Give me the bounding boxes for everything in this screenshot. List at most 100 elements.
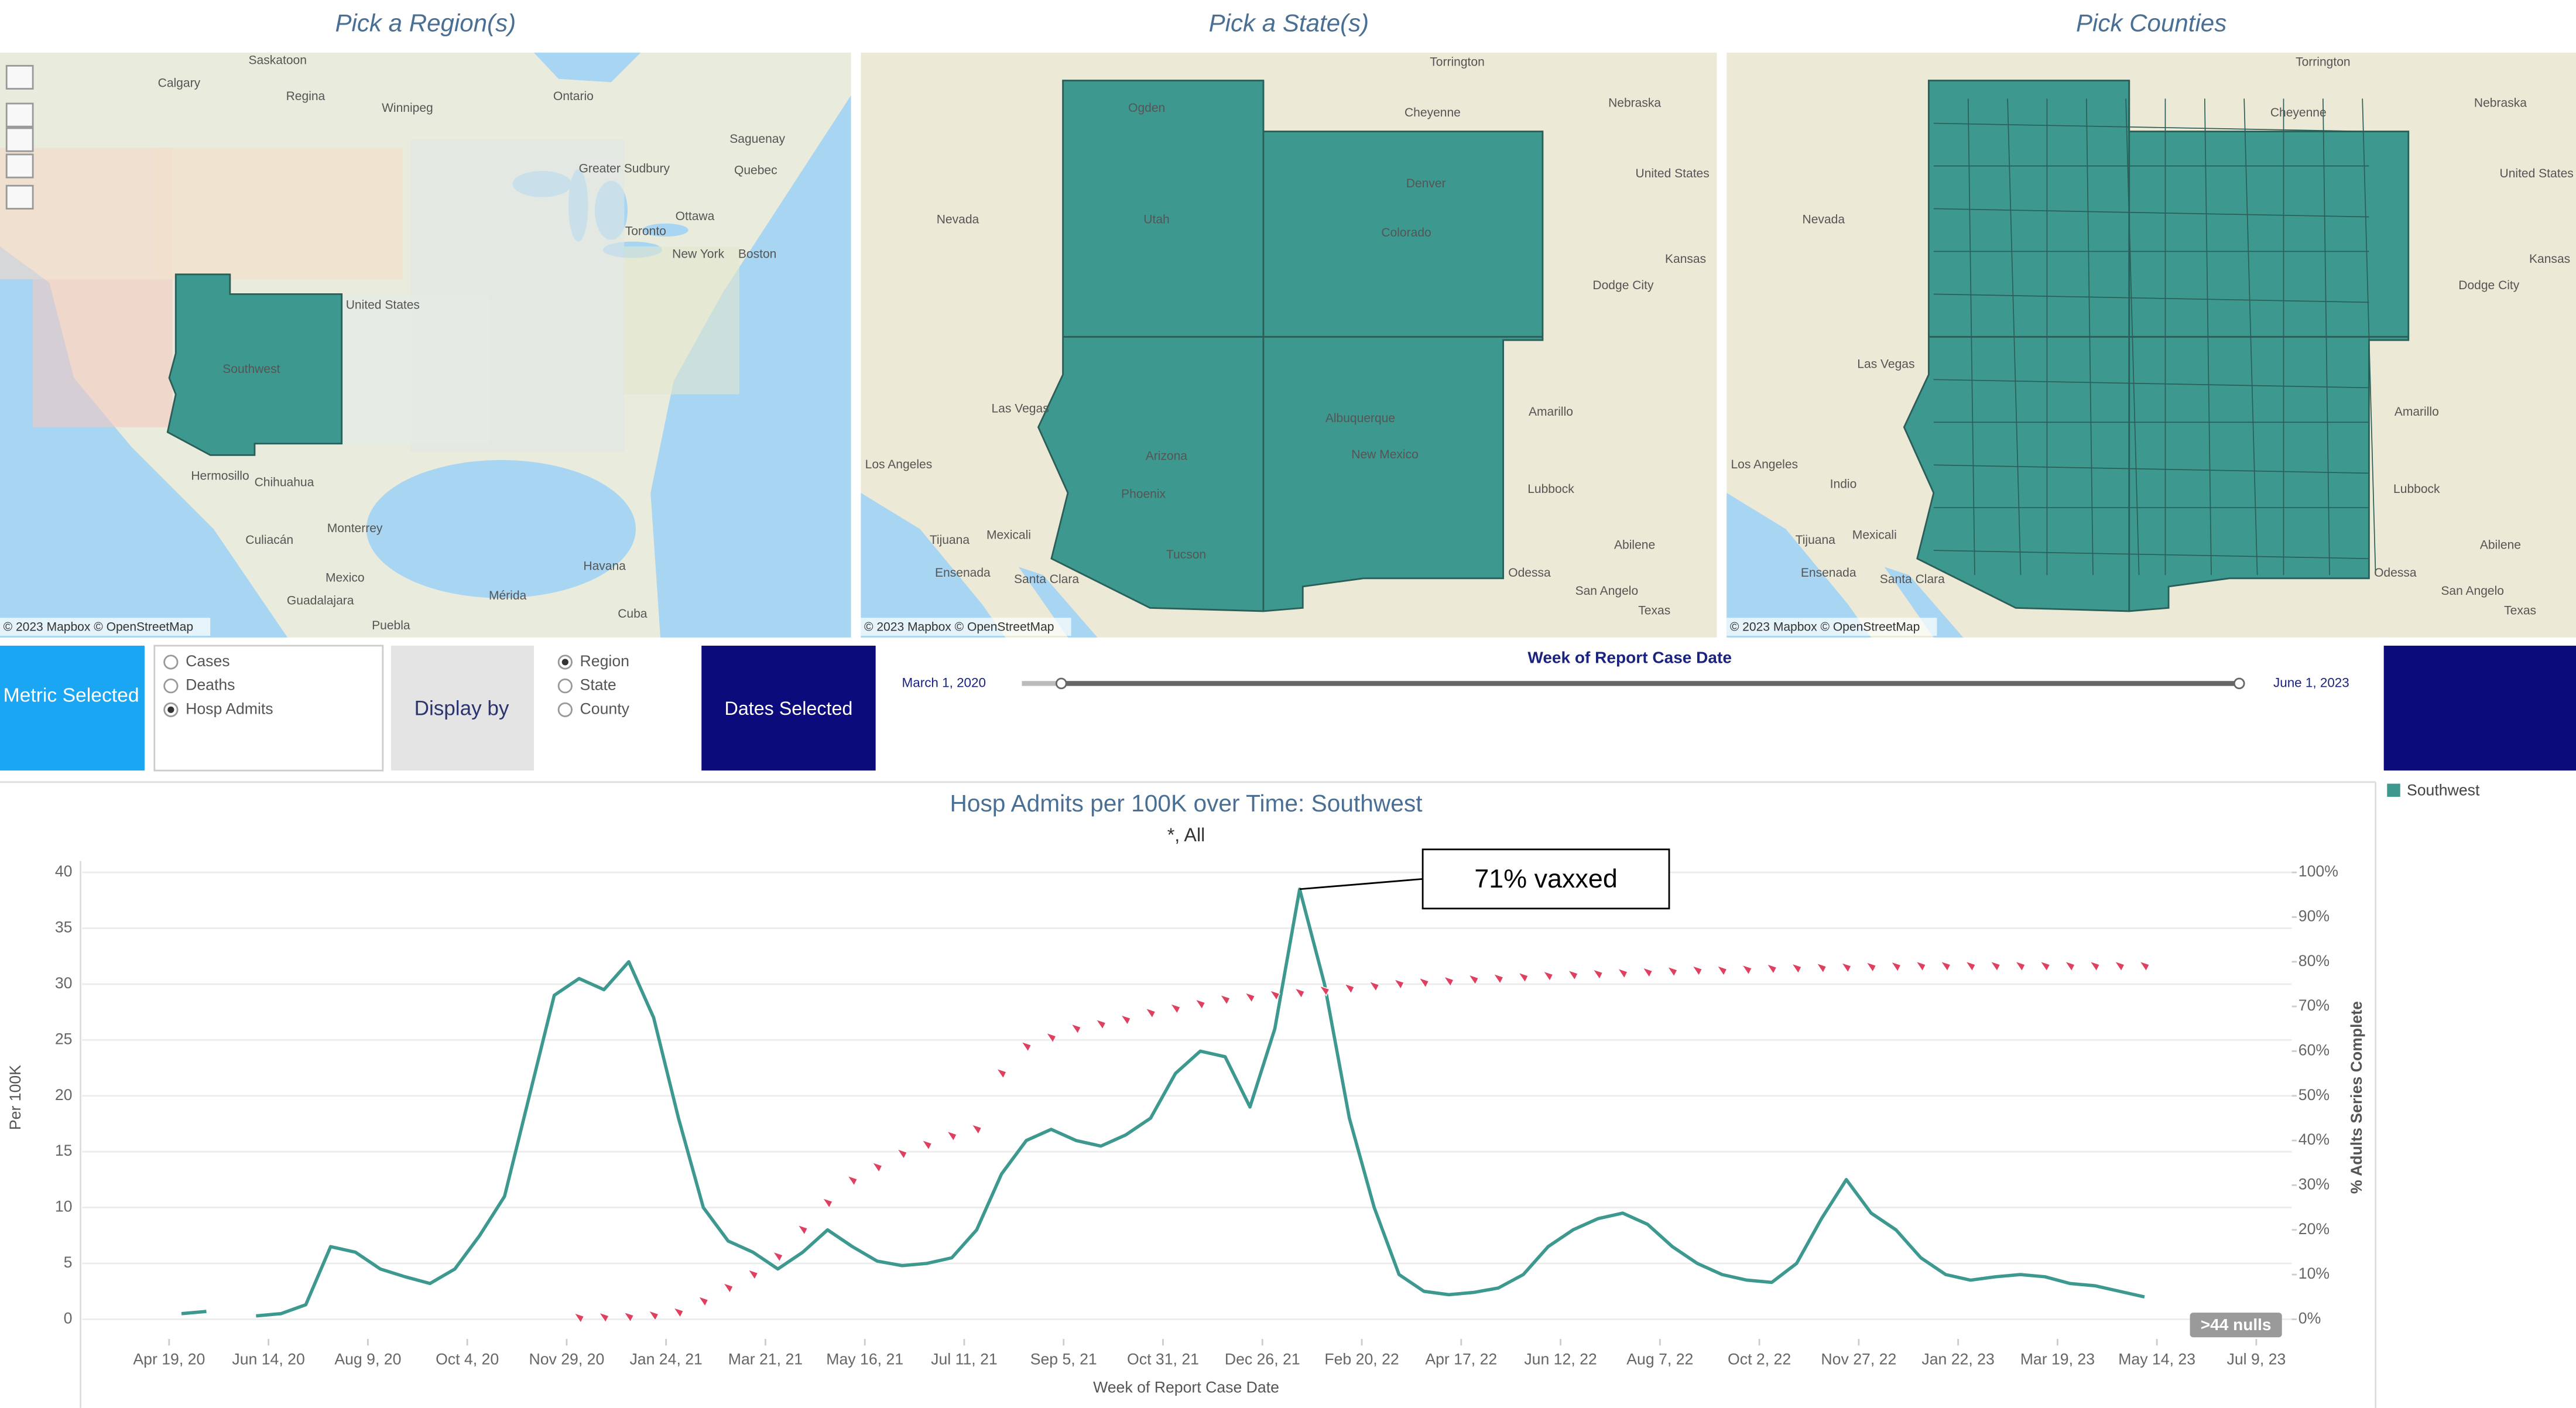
map-tool[interactable] (5, 127, 34, 152)
map-label: San Angelo (2441, 584, 2504, 598)
map-label: Culiacán (245, 533, 293, 547)
vax-marker (1741, 964, 1753, 976)
selected-states[interactable] (1903, 80, 2410, 612)
annotation-box (1421, 848, 1670, 910)
vax-marker (1119, 1014, 1132, 1026)
map-label: Tucson (1166, 548, 1206, 561)
y2-tick-label: 80% (2298, 952, 2330, 970)
vax-marker (2138, 960, 2150, 972)
map-title: Pick a State(s) (1209, 9, 1369, 36)
map-tool[interactable] (5, 153, 34, 179)
map-label: Winnipeg (382, 101, 433, 115)
region-tint[interactable] (624, 246, 739, 395)
radio-label[interactable]: State (580, 676, 616, 694)
radio-label[interactable]: Cases (186, 652, 230, 670)
x-tick-label: Jan 22, 23 (1921, 1351, 1994, 1368)
x-tick-label: Jul 9, 23 (2227, 1351, 2286, 1368)
vax-marker (1145, 1007, 1156, 1019)
map-title: Pick a Region(s) (335, 9, 516, 36)
vax-marker (896, 1148, 908, 1160)
map-tool[interactable] (5, 102, 34, 128)
vax-marker (995, 1067, 1008, 1080)
vax-marker (1641, 967, 1653, 978)
map-label: Odessa (1508, 566, 1551, 580)
map-label: Phoenix (1121, 487, 1166, 501)
y2-tick-label: 0% (2298, 1309, 2321, 1327)
nulls-indicator: >44 nulls (2201, 1315, 2272, 1334)
vax-marker (971, 1123, 982, 1135)
map-label: Tijuana (1796, 533, 1836, 547)
map-label: Tijuana (930, 533, 970, 547)
radio-label[interactable]: Region (580, 652, 629, 670)
map-label: Abilene (2480, 538, 2521, 551)
map-label: Southwest (222, 362, 280, 376)
map-tool[interactable] (5, 64, 34, 90)
vax-marker (672, 1307, 684, 1318)
y2-tick-label: 40% (2298, 1130, 2330, 1148)
selected-region[interactable] (166, 273, 343, 456)
map-label: Nebraska (1608, 96, 1661, 109)
vax-marker (1244, 992, 1256, 1003)
map-label: Ensenada (935, 566, 991, 580)
x-tick-label: Nov 27, 22 (1821, 1351, 1896, 1368)
vax-marker (1293, 987, 1306, 999)
line-series (181, 887, 2145, 1318)
vax-marker (1269, 989, 1280, 1001)
map-label: Santa Clara (1014, 573, 1079, 586)
vax-marker (1865, 961, 1877, 973)
vax-marker (648, 1310, 659, 1322)
map-label: Lubbock (2393, 482, 2440, 496)
y2-tick-label: 90% (2298, 907, 2330, 925)
radio[interactable] (557, 702, 573, 717)
map-label: Nebraska (2474, 96, 2527, 109)
radio-label[interactable]: Deaths (186, 676, 235, 694)
nulls-badge (2190, 1313, 2282, 1338)
x-tick-label: Oct 4, 20 (436, 1351, 499, 1368)
map-label: Dodge City (2458, 279, 2520, 292)
display-label: Display by (415, 697, 509, 720)
vax-marker (1443, 975, 1454, 988)
radio[interactable] (163, 679, 179, 694)
region-tint[interactable] (341, 296, 490, 444)
map-label: Santa Clara (1880, 573, 1945, 586)
vax-marker (1815, 962, 1827, 974)
map-tool[interactable] (5, 184, 34, 210)
y-tick-label: 20 (55, 1086, 73, 1104)
radio[interactable] (163, 655, 179, 670)
slider-handle[interactable] (1055, 677, 1067, 690)
vax-marker (747, 1269, 759, 1280)
vax-marker (1890, 961, 1902, 972)
radio-dot[interactable] (561, 659, 568, 666)
y2-axis-title: % Adults Series Complete (2348, 1001, 2365, 1194)
map-label: Lubbock (1527, 482, 1574, 496)
chart: 0 5 10 15 20 25 30 35 40 0% 10% 20% 30% 40% 50% 60% 70% 8… (55, 781, 2480, 1368)
slider-end: June 1, 2023 (2273, 675, 2349, 690)
slider-handle[interactable] (2233, 677, 2245, 690)
radio-label[interactable]: County (580, 700, 630, 717)
map-label: Amarillo (2395, 405, 2439, 419)
map-label: Monterrey (327, 522, 383, 535)
map-label: Regina (286, 90, 326, 103)
x-tick-label: Jun 14, 20 (232, 1351, 304, 1368)
vax-marker (772, 1251, 784, 1263)
vax-marker (871, 1162, 883, 1173)
radio-label[interactable]: Hosp Admits (186, 700, 273, 717)
map-label: Los Angeles (1731, 458, 1798, 471)
display-box (390, 645, 534, 771)
selected-states[interactable] (1037, 80, 1544, 612)
map-label: Texas (1638, 604, 1670, 618)
radio-dot[interactable] (167, 706, 174, 713)
x-tick-label: Aug 7, 22 (1626, 1351, 1693, 1368)
radio[interactable] (557, 679, 573, 694)
map-label: Utah (1143, 213, 1169, 227)
vax-marker (1368, 981, 1380, 992)
y-tick-label: 15 (55, 1142, 73, 1159)
county-line (1933, 122, 2369, 132)
region-tint[interactable] (156, 148, 403, 280)
map-label: Guadalajara (287, 594, 354, 608)
y-tick-label: 5 (64, 1253, 73, 1271)
map-label: Torrington (2296, 55, 2351, 68)
map-label: Havana (583, 560, 626, 573)
county-line (1933, 464, 2369, 474)
region-tint[interactable] (33, 279, 173, 427)
